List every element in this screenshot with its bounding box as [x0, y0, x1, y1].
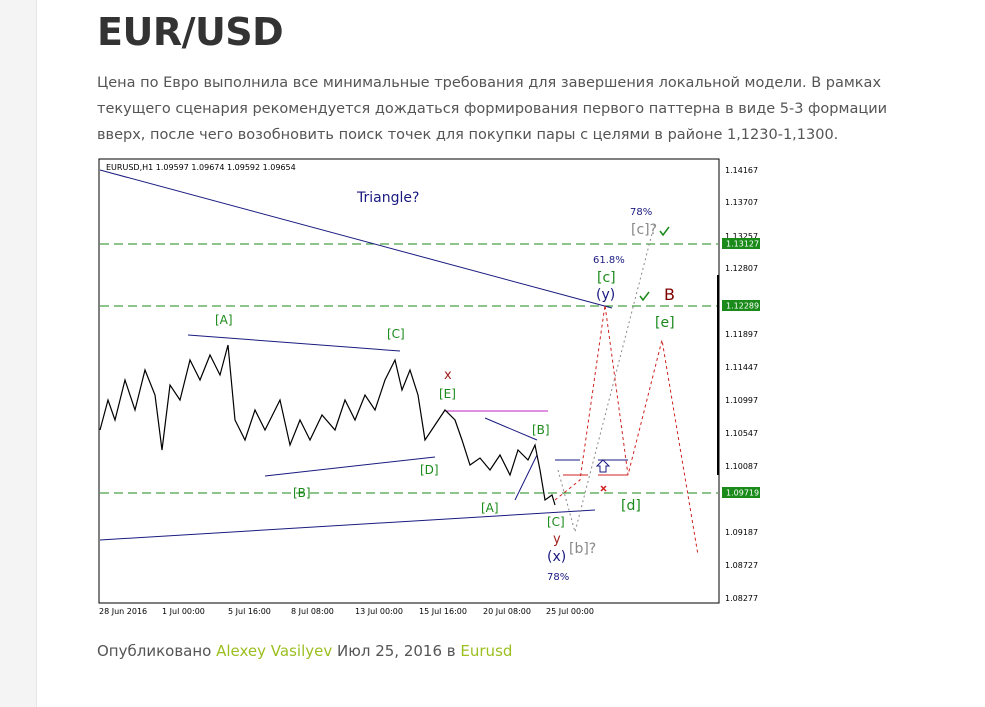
- cross-icon: [600, 485, 607, 492]
- y-axis-label: 1.08277: [725, 594, 758, 603]
- annotation: [D]: [420, 463, 439, 477]
- annotation: [C]: [387, 327, 405, 341]
- up-arrow-icon: [595, 459, 611, 473]
- y-axis-label: 1.08727: [725, 561, 758, 570]
- trend-lines: [99, 169, 613, 541]
- annotation: 78%: [630, 207, 652, 218]
- annotation: 61.8%: [593, 255, 625, 266]
- post-meta: Опубликовано Alexey Vasilyev Июл 25, 201…: [97, 642, 512, 660]
- annotation: 78%: [547, 572, 569, 583]
- price-tags: 1.13127 1.12289 1.09719: [722, 238, 760, 498]
- annotation: Triangle?: [356, 190, 419, 206]
- level-lines: [100, 243, 718, 494]
- price-tag: 1.09719: [726, 489, 759, 498]
- projection-red: [554, 304, 699, 556]
- annotation: [B]: [293, 486, 311, 500]
- projection-gray: [557, 221, 656, 534]
- annotations: Triangle? [A] [C] [B] [D] x [E] [B] [A] …: [215, 190, 675, 583]
- x-axis-label: 28 Jun 2016: [99, 607, 147, 616]
- annotation: [e]: [655, 315, 675, 331]
- annotation: [c]: [597, 270, 616, 286]
- author-link[interactable]: Alexey Vasilyev: [216, 642, 333, 660]
- y-axis-label: 1.11447: [725, 363, 758, 372]
- annotation: B: [664, 285, 675, 304]
- annotation: [b]?: [569, 541, 596, 557]
- category-link[interactable]: Eurusd: [460, 642, 513, 660]
- annotation: (x): [547, 549, 566, 565]
- check-icons: [639, 226, 670, 302]
- y-axis-label: 1.10547: [725, 429, 758, 438]
- annotation: y: [553, 532, 561, 547]
- x-axis-label: 20 Jul 08:00: [483, 607, 531, 616]
- y-axis-label: 1.13707: [725, 198, 758, 207]
- x-axis-label: 1 Jul 00:00: [162, 607, 205, 616]
- annotation: [c]?: [631, 222, 657, 238]
- annotation: [C]: [547, 515, 565, 529]
- meta-prefix: Опубликовано: [97, 642, 212, 660]
- price-tag: 1.12289: [726, 302, 759, 311]
- plot-frame: [98, 158, 720, 604]
- price-line: [99, 344, 556, 506]
- annotation: [E]: [439, 387, 456, 401]
- symbol-header: EURUSD,H1 1.09597 1.09674 1.09592 1.0965…: [106, 163, 296, 172]
- x-axis-label: 15 Jul 16:00: [419, 607, 467, 616]
- annotation: [d]: [621, 498, 641, 514]
- annotation: [A]: [481, 501, 499, 515]
- annotation: [A]: [215, 313, 233, 327]
- annotation: [B]: [532, 423, 550, 437]
- x-axis-label: 25 Jul 00:00: [546, 607, 594, 616]
- post-title: EUR/USD: [97, 10, 284, 54]
- meta-date: Июл 25, 2016 в: [337, 642, 456, 660]
- price-tag: 1.13127: [726, 240, 759, 249]
- x-axis-label: 13 Jul 00:00: [355, 607, 403, 616]
- post-text: Цена по Евро выполнила все минимальные т…: [97, 75, 888, 143]
- sidebar: [0, 0, 37, 707]
- annotation: (y): [596, 287, 615, 303]
- y-axis-label: 1.10997: [725, 396, 758, 405]
- annotation: x: [444, 368, 452, 383]
- y-axis-label: 1.13257: [725, 232, 758, 241]
- x-axis-label: 8 Jul 08:00: [291, 607, 334, 616]
- y-axis-label: 1.14167: [725, 166, 758, 175]
- y-axis-label: 1.12807: [725, 264, 758, 273]
- x-axis-label: 5 Jul 16:00: [228, 607, 271, 616]
- y-axis-label: 1.11897: [725, 330, 758, 339]
- y-axis-label: 1.10087: [725, 462, 758, 471]
- y-axis-label: 1.09187: [725, 528, 758, 537]
